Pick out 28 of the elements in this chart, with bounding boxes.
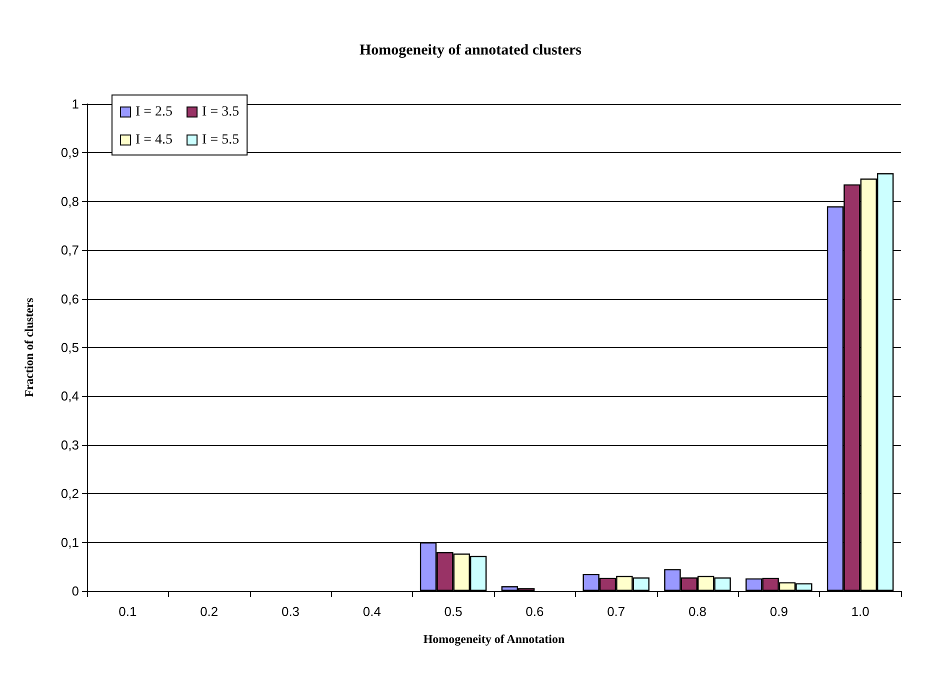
y-tick-label: 0,6: [60, 291, 79, 306]
legend-label: I = 3.5: [202, 104, 240, 120]
y-tick-label: 1: [72, 96, 79, 112]
legend-label: I = 2.5: [136, 104, 173, 120]
x-axis-title: Homogeneity of Annotation: [423, 632, 565, 646]
x-tick-label: 0.9: [770, 604, 788, 619]
x-tick-label: 0.2: [200, 604, 218, 619]
y-tick-label: 0,7: [60, 242, 79, 258]
legend-label: I = 4.5: [136, 132, 173, 148]
y-axis-title: Fraction of clusters: [22, 298, 36, 398]
x-tick-label: 0.6: [526, 604, 544, 619]
chart-title: Homogeneity of annotated clusters: [359, 42, 582, 58]
x-tick-label: 0.1: [118, 604, 137, 619]
y-tick-label: 0,2: [60, 486, 79, 502]
y-tick-label: 0,8: [60, 194, 79, 209]
x-tick-label: 0.4: [362, 604, 381, 619]
x-tick-label: 0.5: [444, 604, 462, 619]
legend-label: I = 5.5: [202, 132, 240, 148]
x-tick-label: 0.7: [607, 604, 626, 619]
y-tick-label: 0,3: [60, 437, 79, 452]
y-tick-label: 0,4: [60, 388, 79, 404]
x-tick-label: 0.8: [688, 604, 707, 619]
y-tick-label: 0,9: [60, 145, 79, 160]
y-tick-label: 0,1: [60, 534, 79, 550]
y-tick-label: 0: [72, 584, 79, 598]
x-tick-label: 1.0: [851, 604, 870, 619]
x-tick-label: 0.3: [281, 604, 300, 619]
y-tick-label: 0,5: [60, 340, 79, 355]
